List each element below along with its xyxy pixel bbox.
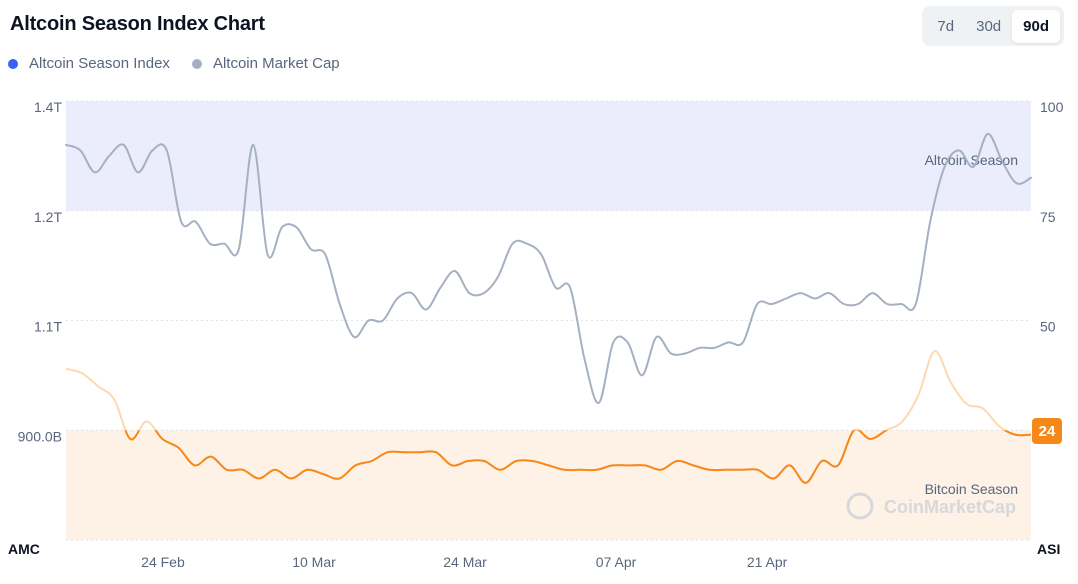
legend-dot-icon [8,58,18,69]
left-tick-label: 900.0B [18,428,62,444]
altcoin-season-label: Altcoin Season [925,152,1018,168]
chart-legend: Altcoin Season Index Altcoin Market Cap [8,55,362,72]
current-value: 24 [1039,423,1056,440]
coinmarketcap-logo-icon [846,492,874,520]
left-tick-label: 1.2T [34,209,62,225]
range-selector: 7d 30d 90d [922,6,1064,46]
x-tick-label: 07 Apr [596,554,637,570]
x-tick-label: 24 Feb [141,554,185,570]
x-axis: 24 Feb 10 Mar 24 Mar 07 Apr 21 Apr [141,554,787,570]
left-axis: 1.4T 1.2T 1.1T 900.0B [18,99,63,444]
range-tab-7d[interactable]: 7d [937,17,955,35]
left-tick-label: 1.4T [34,99,62,115]
left-axis-title: AMC [8,541,40,557]
bitcoin-season-zone [66,430,1031,540]
legend-label: Altcoin Season Index [29,55,170,72]
range-tab-90d[interactable]: 90d [1012,9,1060,43]
x-tick-label: 21 Apr [747,554,788,570]
index-line [65,350,1032,484]
x-tick-label: 24 Mar [443,554,487,570]
index-line-solid [124,430,1032,484]
chart-title: Altcoin Season Index Chart [10,13,265,35]
right-tick-label: 75 [1040,209,1056,225]
current-value-badge: 24 [1032,418,1062,444]
market-cap-line [65,132,1032,404]
x-tick-label: 10 Mar [292,554,336,570]
range-tab-30d[interactable]: 30d [976,17,1002,35]
legend-dot-icon [191,58,202,69]
watermark-text: CoinMarketCap [884,497,1016,517]
right-tick-label: 100 [1040,99,1064,115]
current-value-badge-bg [1032,418,1062,444]
right-axis-title: ASI [1037,541,1060,557]
legend-item-index[interactable]: Altcoin Season Index [8,55,170,72]
altcoin-season-zone [66,101,1031,211]
legend-item-market-cap[interactable]: Altcoin Market Cap [191,55,340,72]
watermark: CoinMarketCap [846,492,1016,520]
bitcoin-season-label: Bitcoin Season [925,481,1018,497]
legend-label: Altcoin Market Cap [212,55,340,72]
left-tick-label: 1.1T [34,319,62,335]
gridlines [66,100,1031,541]
right-tick-label: 50 [1040,319,1056,335]
right-axis: 100 75 50 [1040,99,1064,335]
